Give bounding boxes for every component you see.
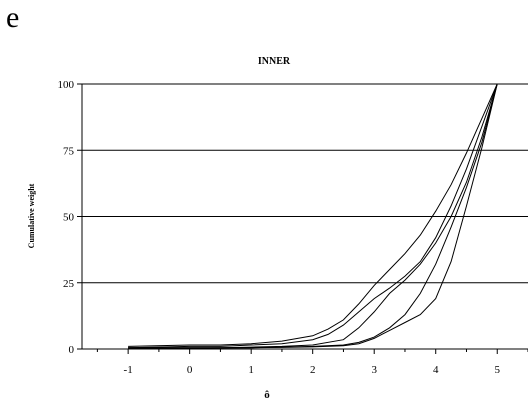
series-line-4 (128, 83, 498, 349)
y-tick-label-0: 0 (69, 344, 75, 356)
series-line-1 (128, 83, 498, 347)
x-tick-label-3: 3 (371, 364, 377, 376)
series-line-2 (128, 83, 498, 349)
chart-title: INNER (258, 56, 291, 67)
series-line-3 (128, 83, 498, 349)
y-axis-title: Cumulative weight (27, 183, 36, 248)
y-tick-label-75: 75 (63, 145, 75, 157)
x-tick-label-0: 0 (187, 364, 193, 376)
panel-letter: e (6, 1, 20, 34)
x-tick-label-2: 2 (310, 364, 316, 376)
y-tick-label-25: 25 (63, 278, 75, 290)
series-line-5 (128, 83, 498, 349)
x-tick-label-5: 5 (494, 364, 500, 376)
x-tick-label-4: 4 (433, 364, 439, 376)
y-tick-label-50: 50 (63, 212, 75, 224)
y-tick-label-100: 100 (58, 79, 75, 91)
x-tick-label-1: 1 (248, 364, 254, 376)
x-tick-label--1: -1 (124, 364, 133, 376)
x-axis-title: ô (264, 389, 270, 401)
